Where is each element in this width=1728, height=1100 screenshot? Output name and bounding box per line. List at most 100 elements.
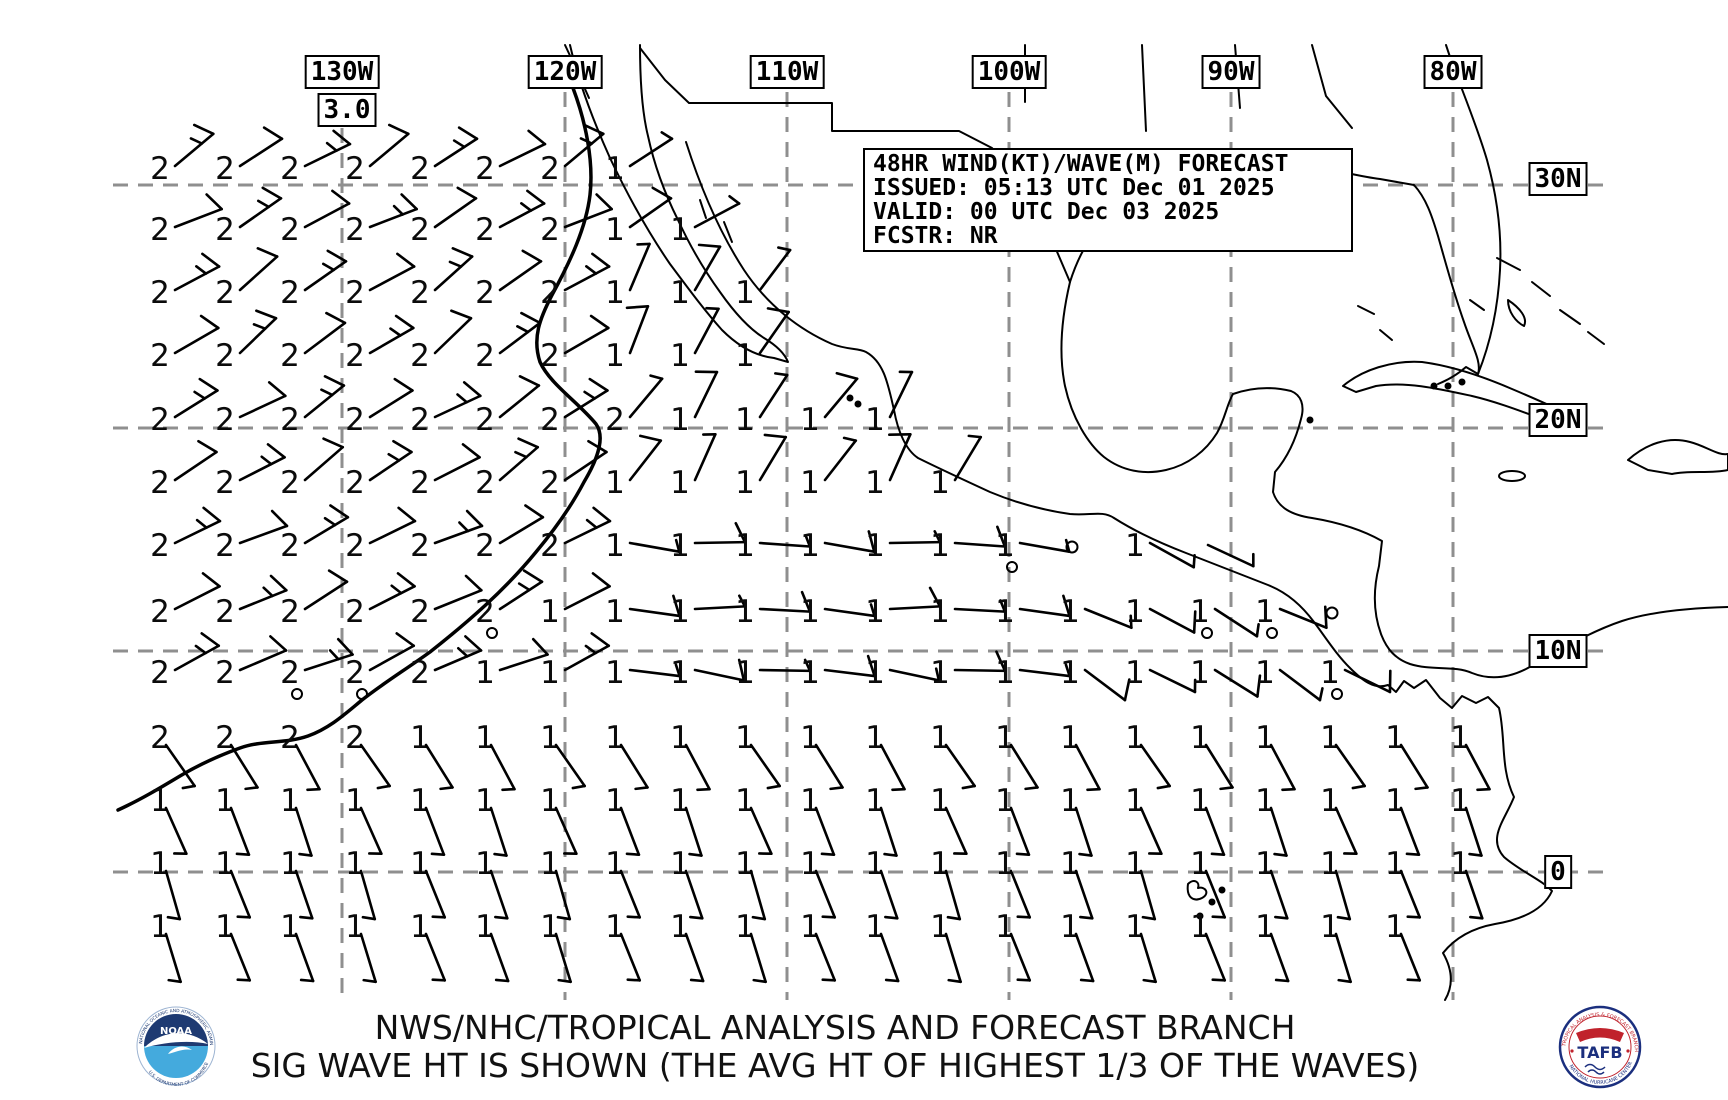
info-issued: ISSUED: 05:13 UTC Dec 01 2025 — [873, 175, 1275, 201]
wave-height-value: 2 — [475, 151, 495, 187]
wave-height-value: 2 — [540, 151, 560, 187]
wave-height-value: 2 — [280, 275, 300, 311]
wave-height-value: 1 — [1125, 783, 1145, 819]
wave-height-value: 1 — [1125, 909, 1145, 945]
wave-height-value: 1 — [930, 465, 950, 501]
wave-height-value: 1 — [605, 151, 625, 187]
wave-height-value: 2 — [605, 402, 625, 438]
barb-row: 1 1 1 1 1 1 1 1 1 1 1 1 1 1 1 1 1 1 1 1 1 — [150, 846, 1484, 921]
wave-height-value: 2 — [345, 212, 365, 248]
wave-height-value: 1 — [605, 528, 625, 564]
calm-circle — [1266, 627, 1278, 639]
calm-circle — [1325, 606, 1339, 620]
wave-height-value: 1 — [735, 720, 755, 756]
wave-height-value: 2 — [475, 402, 495, 438]
wave-height-value: 1 — [930, 783, 950, 819]
wave-height-value: 2 — [345, 655, 365, 691]
wave-height-value: 1 — [1450, 783, 1470, 819]
wave-height-value: 2 — [475, 528, 495, 564]
wave-height-value: 1 — [1385, 720, 1405, 756]
wave-height-value: 1 — [865, 909, 885, 945]
wave-height-value: 1 — [865, 783, 885, 819]
wave-height-value: 2 — [280, 338, 300, 374]
wave-height-value: 1 — [215, 909, 235, 945]
wave-height-value: 2 — [150, 151, 170, 187]
info-forecaster: FCSTR: NR — [873, 223, 998, 249]
barb-row: 2 2 2 2 2 2 2 1 1 1 — [150, 242, 792, 311]
wave-height-value: 1 — [1190, 909, 1210, 945]
barb-row: 2 2 2 2 2 2 2 1 1 1 1 1 1 — [150, 433, 983, 501]
wave-height-value: 1 — [735, 655, 755, 691]
wave-height-value: 1 — [410, 909, 430, 945]
calm-circle — [1006, 561, 1018, 573]
wave-height-value: 1 — [1255, 783, 1275, 819]
wave-height-value: 2 — [345, 275, 365, 311]
coast-path — [1469, 299, 1485, 311]
wave-height-value: 1 — [865, 465, 885, 501]
coast-path — [723, 221, 733, 243]
wave-height-value: 1 — [1060, 909, 1080, 945]
wave-height-value: 1 — [475, 846, 495, 882]
wave-height-value: 1 — [540, 655, 560, 691]
wave-height-value: 1 — [670, 465, 690, 501]
wave-height-value: 1 — [215, 846, 235, 882]
wave-height-value: 1 — [800, 655, 820, 691]
wave-height-value: 1 — [670, 402, 690, 438]
barb-row: 2 2 2 2 2 2 2 1 1 1 1 1 1 1 1 — [150, 504, 1255, 573]
lat-label-10N: 10N — [1528, 634, 1588, 668]
wave-height-value: 1 — [1190, 720, 1210, 756]
wave-height-value: 1 — [930, 846, 950, 882]
wave-height-value: 2 — [475, 594, 495, 630]
wave-height-value: 2 — [410, 655, 430, 691]
noaa-logo-text: NOAA — [160, 1026, 192, 1037]
lat-label-30N: 30N — [1528, 162, 1588, 196]
wave-height-value: 1 — [1060, 655, 1080, 691]
coast-path — [699, 199, 707, 219]
barb-row: 2 2 2 2 2 2 2 1 — [150, 123, 674, 187]
island-dot — [846, 394, 854, 402]
coast-path — [1311, 44, 1353, 129]
wave-height-value: 1 — [475, 655, 495, 691]
wave-height-value: 1 — [930, 528, 950, 564]
wave-height-value: 1 — [150, 909, 170, 945]
wave-height-value: 1 — [995, 594, 1015, 630]
wave-height-value: 1 — [865, 402, 885, 438]
wave-height-value: 2 — [280, 720, 300, 756]
wave-height-value: 1 — [605, 720, 625, 756]
island-dot — [1444, 382, 1452, 390]
wave-height-value: 1 — [1190, 783, 1210, 819]
wave-height-value: 1 — [150, 846, 170, 882]
calm-circle — [486, 627, 498, 639]
barb-row: 1 1 1 1 1 1 1 1 1 1 1 1 1 1 1 1 1 1 1 1 — [150, 909, 1422, 984]
wave-height-value: 2 — [150, 402, 170, 438]
wave-height-value: 2 — [215, 338, 235, 374]
wave-height-value: 2 — [540, 212, 560, 248]
wave-height-value: 1 — [540, 720, 560, 756]
footer-branch-line: NWS/NHC/TROPICAL ANALYSIS AND FORECAST B… — [374, 1008, 1296, 1047]
wave-height-value: 1 — [995, 846, 1015, 882]
info-title: 48HR WIND(KT)/WAVE(M) FORECAST — [873, 151, 1289, 177]
barb-row: 2 2 2 2 2 2 2 2 1 1 1 1 — [150, 370, 914, 438]
wave-height-value: 1 — [995, 528, 1015, 564]
wave-height-value: 2 — [150, 720, 170, 756]
wave-height-value: 1 — [800, 594, 820, 630]
wave-height-value: 2 — [410, 528, 430, 564]
wave-height-value: 1 — [540, 909, 560, 945]
wave-height-value: 2 — [475, 465, 495, 501]
wave-height-value: 2 — [280, 528, 300, 564]
wave-height-value: 1 — [1385, 909, 1405, 945]
wave-height-value: 1 — [475, 783, 495, 819]
coast-path — [1445, 44, 1502, 375]
wave-height-value: 1 — [865, 528, 885, 564]
wave-height-value: 1 — [865, 655, 885, 691]
wave-height-value: 2 — [345, 528, 365, 564]
wave-height-value: 1 — [605, 846, 625, 882]
wave-height-value: 1 — [345, 783, 365, 819]
island-jamaica — [1498, 470, 1526, 482]
wave-height-value: 1 — [735, 402, 755, 438]
coast-path — [1559, 309, 1581, 325]
wave-height-value: 1 — [735, 275, 755, 311]
wave-height-value: 2 — [150, 338, 170, 374]
wave-height-value: 1 — [930, 720, 950, 756]
